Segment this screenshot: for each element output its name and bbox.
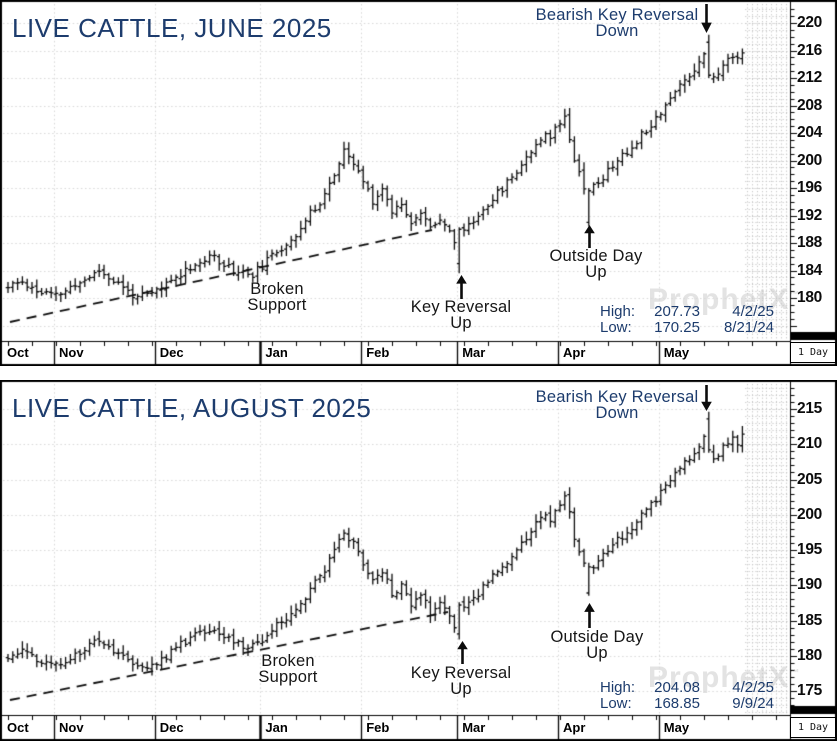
- x-axis-label-apr: Apr: [563, 345, 586, 360]
- chart-live-cattle-june-2025: ProphetX™ LIVE CATTLE, JUNE 2025 Bearish…: [0, 0, 837, 366]
- y-axis-label-220: 220: [797, 14, 822, 31]
- x-axis-label-mar: Mar: [462, 345, 486, 360]
- timeframe-box: 1 Day: [790, 717, 836, 738]
- x-axis-label-feb: Feb: [366, 720, 390, 735]
- y-axis-label-204: 204: [797, 124, 822, 141]
- x-axis-label-jan: Jan: [265, 345, 288, 360]
- x-axis-label-may: May: [663, 720, 690, 735]
- annotation-broken-support: Broken Support: [258, 652, 318, 686]
- high-stat-row: High: 207.73 4/2/25: [600, 303, 774, 320]
- down-arrow-icon: [700, 4, 712, 33]
- y-axis-label-185: 185: [797, 611, 822, 629]
- x-axis-label-feb: Feb: [366, 345, 390, 360]
- y-axis-label-216: 216: [797, 41, 822, 59]
- y-axis-label-212: 212: [797, 69, 822, 86]
- high-low-stats: High: 204.08 4/2/25 Low: 168.85 9/9/24: [600, 680, 774, 711]
- x-axis-label-nov: Nov: [59, 345, 84, 360]
- y-axis-label-192: 192: [797, 206, 822, 224]
- y-axis-label-205: 205: [797, 470, 822, 488]
- up-arrow-icon: [583, 225, 595, 248]
- y-axis-label-200: 200: [797, 505, 822, 523]
- x-axis-label-may: May: [663, 345, 690, 360]
- x-axis-label-mar: Mar: [462, 720, 486, 735]
- y-axis-label-180: 180: [797, 646, 822, 664]
- high-stat-row: High: 204.08 4/2/25: [600, 679, 774, 696]
- x-axis-label-jan: Jan: [265, 720, 288, 735]
- annotation-bearish-key-reversal-down: Bearish Key Reversal Down: [535, 6, 699, 40]
- y-axis-label-210: 210: [797, 435, 822, 453]
- high-low-stats: High: 207.73 4/2/25 Low: 170.25 8/21/24: [600, 304, 774, 335]
- chart-title: LIVE CATTLE, JUNE 2025: [12, 13, 332, 43]
- x-axis-label-dec: Dec: [159, 720, 184, 735]
- price-canvas: [0, 0, 837, 366]
- y-axis-label-175: 175: [797, 682, 822, 699]
- x-axis-label-nov: Nov: [59, 720, 84, 735]
- down-arrow-icon: [700, 385, 712, 411]
- low-stat-row: Low: 168.85 9/9/24: [600, 694, 774, 712]
- y-axis-label-195: 195: [797, 541, 822, 558]
- chart-live-cattle-august-2025: ProphetX™ LIVE CATTLE, AUGUST 2025 Beari…: [0, 380, 837, 741]
- x-axis-label-oct: Oct: [7, 720, 29, 735]
- annotation-outside-day-up: Outside Day Up: [550, 628, 644, 662]
- y-axis-label-188: 188: [797, 234, 822, 251]
- low-stat-row: Low: 170.25 8/21/24: [600, 318, 774, 336]
- y-axis-label-196: 196: [797, 179, 822, 196]
- y-axis-label-180: 180: [797, 289, 822, 306]
- annotation-key-reversal-up: Key Reversal Up: [410, 664, 512, 698]
- x-axis-label-dec: Dec: [159, 345, 184, 360]
- y-axis-label-184: 184: [797, 261, 822, 279]
- y-axis-label-208: 208: [797, 96, 822, 114]
- timeframe-box: 1 Day: [790, 342, 836, 363]
- annotation-bearish-key-reversal-down: Bearish Key Reversal Down: [535, 388, 699, 422]
- x-axis-label-oct: Oct: [7, 345, 29, 360]
- x-axis-label-apr: Apr: [563, 720, 586, 735]
- price-canvas: [0, 380, 837, 741]
- annotation-outside-day-up: Outside Day Up: [549, 247, 643, 281]
- up-arrow-icon: [583, 603, 595, 628]
- chart-title: LIVE CATTLE, AUGUST 2025: [12, 393, 372, 423]
- annotation-broken-support: Broken Support: [247, 280, 307, 314]
- y-axis-label-200: 200: [797, 151, 822, 169]
- y-axis-label-215: 215: [797, 400, 822, 417]
- up-arrow-icon: [455, 275, 467, 299]
- up-arrow-icon: [456, 641, 468, 664]
- y-axis-label-190: 190: [797, 576, 822, 594]
- annotation-key-reversal-up: Key Reversal Up: [410, 298, 512, 332]
